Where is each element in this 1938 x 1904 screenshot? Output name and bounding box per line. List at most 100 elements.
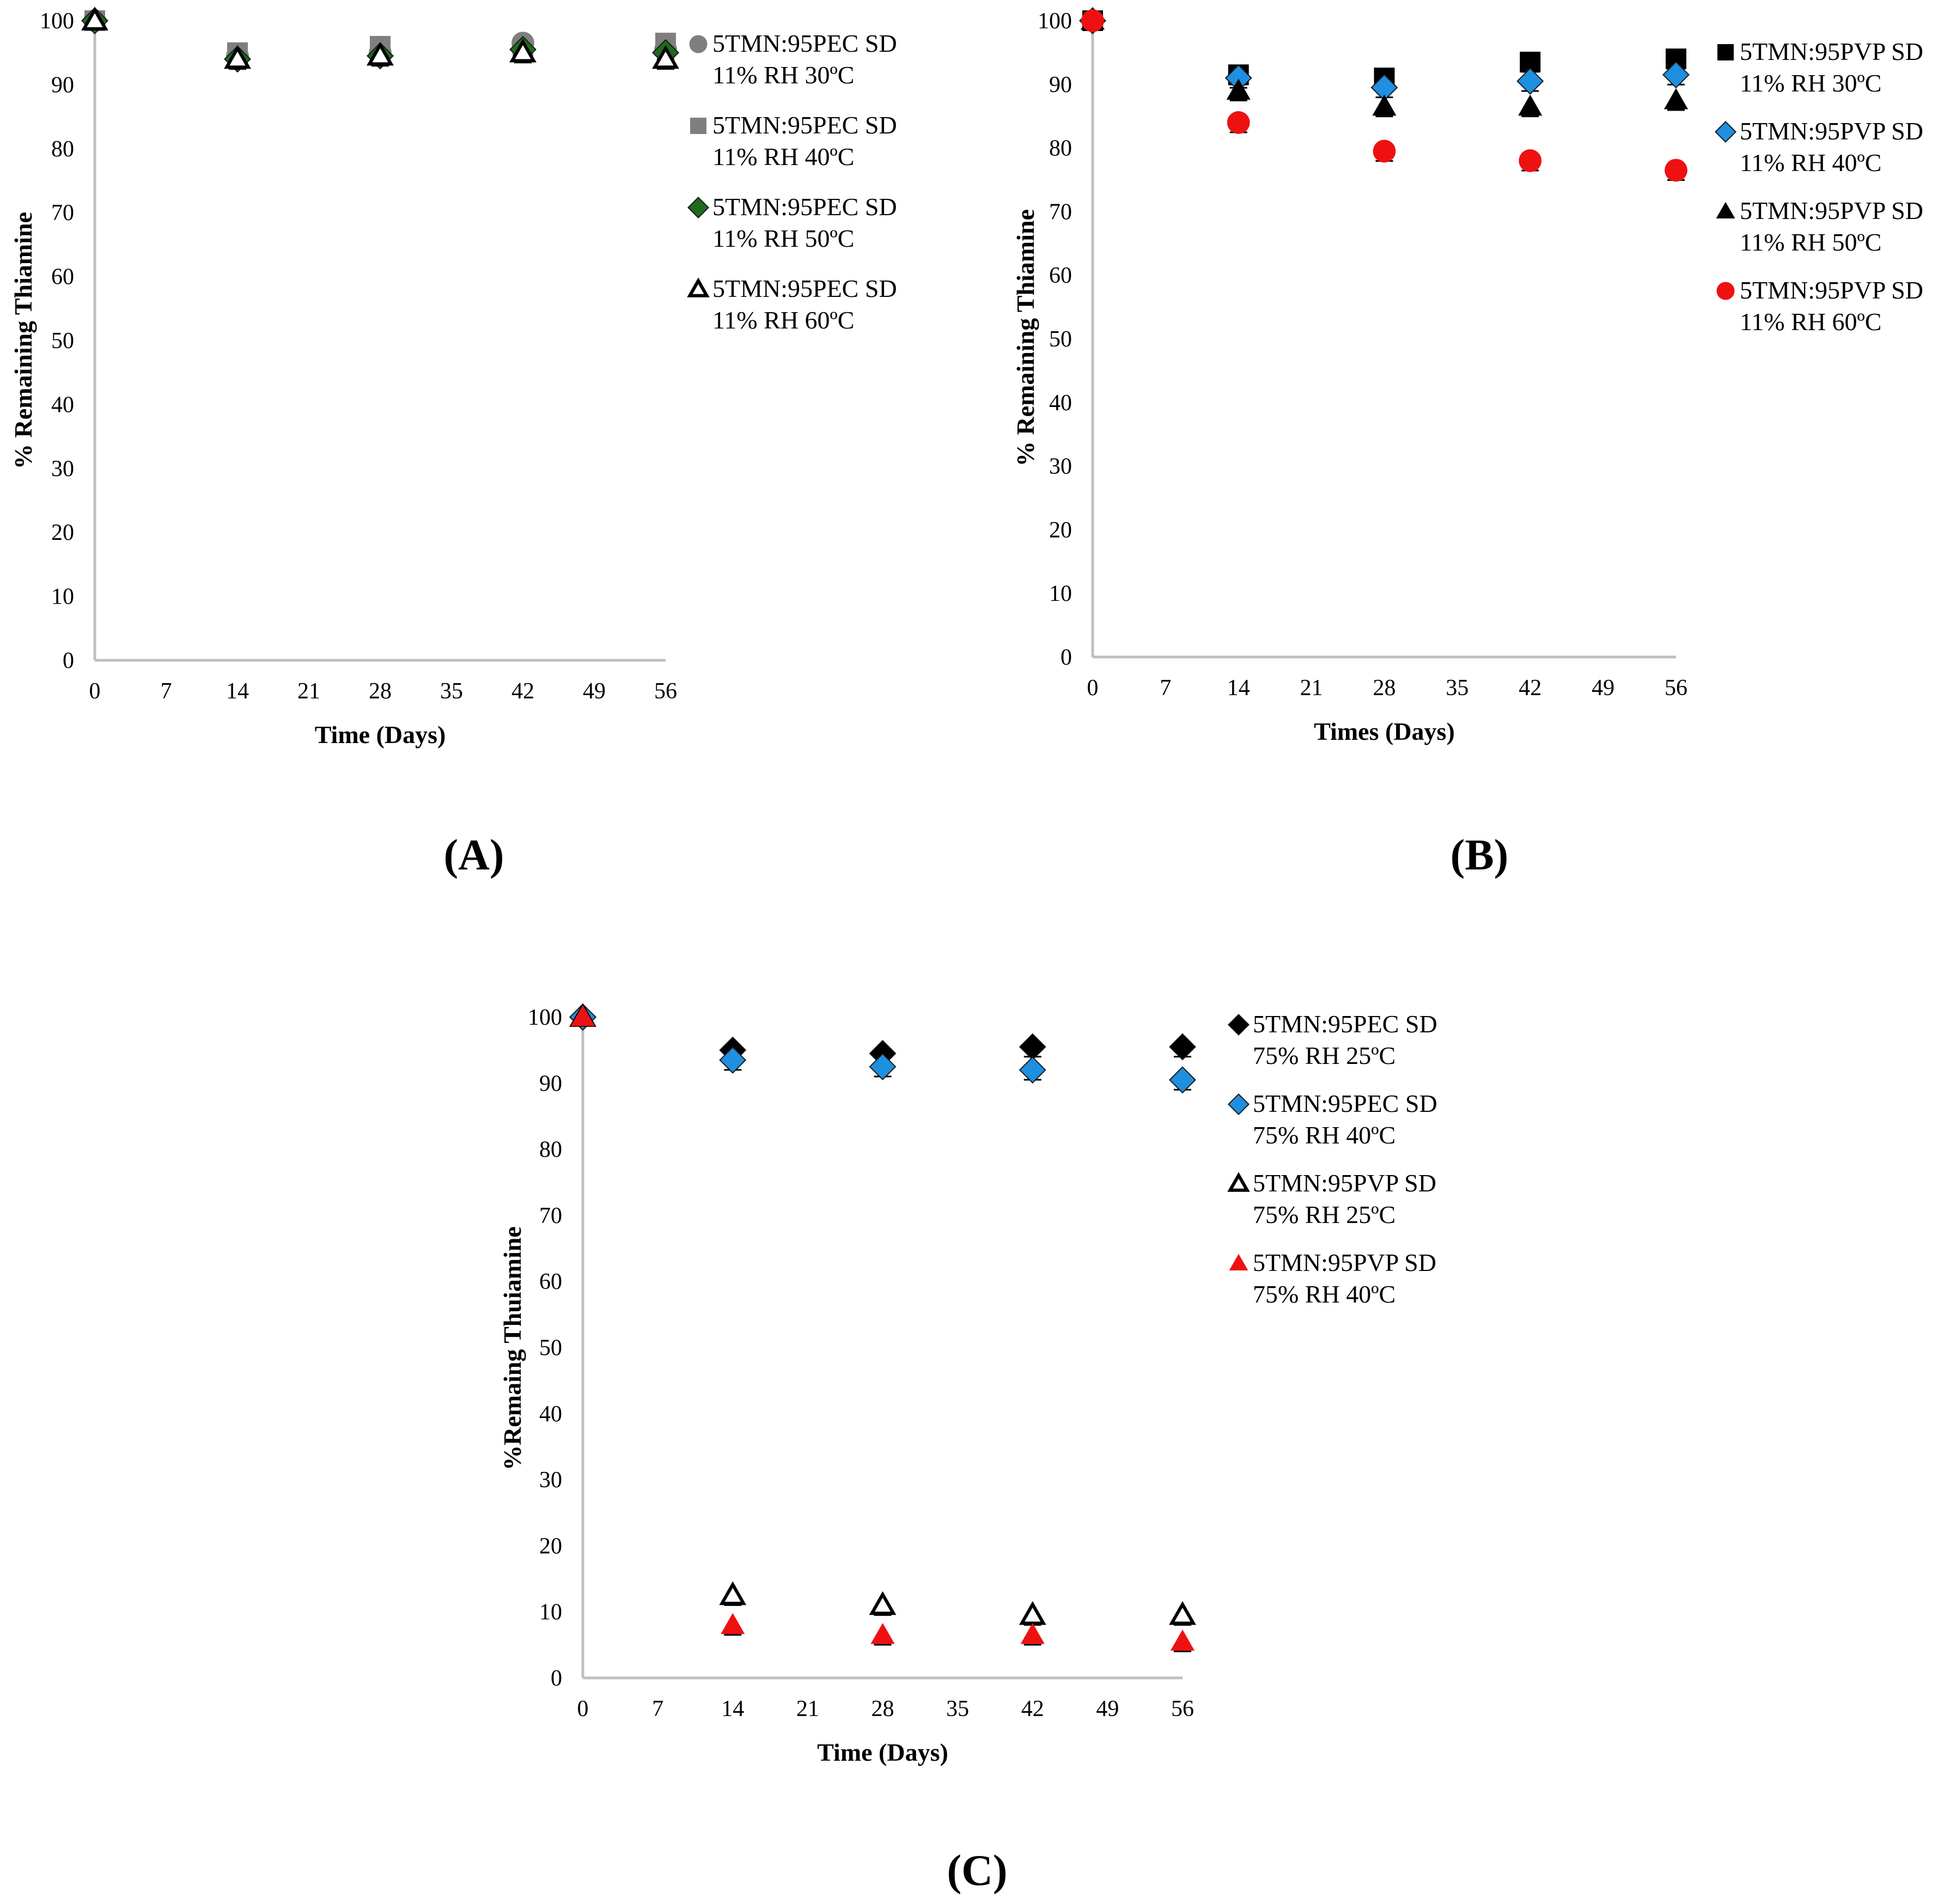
y-tick-label: 10: [1049, 581, 1072, 606]
legend-marker: [1227, 1172, 1250, 1192]
y-tick-label: 60: [51, 265, 74, 290]
data-point: [570, 1005, 595, 1026]
data-point: [1665, 159, 1687, 182]
legend-entry-name: 5TMN:95PEC SD: [712, 29, 897, 57]
x-tick-label: 49: [1096, 1696, 1119, 1721]
series-4: [570, 1005, 1195, 1652]
y-tick-label: 80: [1049, 136, 1072, 161]
panel-label: (C): [947, 1847, 1007, 1895]
x-tick-label: 56: [1665, 676, 1687, 701]
data-point: [1662, 61, 1690, 89]
y-tick-label: 0: [63, 648, 74, 673]
legend-entry-name: 5TMN:95PEC SD: [1253, 1010, 1437, 1038]
y-tick-label: 50: [539, 1336, 562, 1361]
x-tick-label: 42: [1021, 1696, 1044, 1721]
legend-marker: [1717, 44, 1734, 60]
legend-entry-name: 5TMN:95PVP SD: [1740, 197, 1923, 224]
y-tick-label: 40: [1049, 391, 1072, 416]
data-point: [1019, 1056, 1046, 1084]
series-4: [81, 7, 679, 70]
data-point: [869, 1591, 897, 1615]
x-tick-label: 7: [652, 1696, 663, 1721]
legend: 5TMN:95PEC SD 75% RH 25ºC 5TMN:95PEC SD 75%…: [1227, 1010, 1437, 1308]
y-tick-label: 50: [1049, 327, 1072, 352]
legend-entry-name: 5TMN:95PVP SD: [1253, 1169, 1436, 1197]
x-tick-label: 35: [440, 679, 463, 704]
y-tick-label: 0: [551, 1666, 562, 1691]
data-point: [224, 45, 251, 69]
legend-marker: [1716, 202, 1735, 219]
y-axis-title: %Remaing Thuiamine: [498, 1226, 526, 1470]
legend-entry-condition: 11% RH 50ºC: [712, 224, 854, 252]
chart-panel-1: 0 10 20 30 40 50 60 70 80 90 100 0 7 14 21 28 35 42 49 56 Ti…: [9, 7, 897, 879]
legend-marker: [1227, 1093, 1250, 1116]
y-tick-label: 90: [1049, 72, 1072, 98]
series-3: [1080, 8, 1689, 118]
legend-marker: [1229, 1254, 1248, 1271]
legend-entry-name: 5TMN:95PVP SD: [1740, 276, 1923, 304]
data-point: [1019, 1601, 1046, 1625]
x-tick-label: 0: [577, 1696, 589, 1721]
y-tick-label: 10: [539, 1600, 562, 1625]
legend-marker: [689, 35, 708, 53]
legend-entry-name: 5TMN:95PEC SD: [712, 275, 897, 302]
data-point: [1019, 1033, 1046, 1061]
y-tick-label: 80: [51, 137, 74, 162]
x-tick-label: 35: [946, 1696, 969, 1721]
data-point: [1020, 1623, 1045, 1644]
data-point: [719, 1581, 747, 1605]
y-tick-label: 70: [51, 200, 74, 226]
data-point: [1373, 139, 1396, 163]
x-tick-label: 28: [1373, 676, 1396, 701]
legend-entry-name: 5TMN:95PEC SD: [1253, 1090, 1437, 1117]
legend-marker: [687, 277, 710, 297]
x-tick-label: 21: [796, 1696, 819, 1721]
x-tick-label: 42: [511, 679, 534, 704]
y-tick-label: 0: [1061, 645, 1072, 670]
y-axis-title: % Remaining Thiamine: [9, 212, 37, 469]
y-tick-label: 100: [1038, 9, 1072, 34]
data-point: [870, 1623, 895, 1644]
x-tick-label: 42: [1519, 676, 1541, 701]
legend-entry-condition: 75% RH 40ºC: [1253, 1280, 1395, 1308]
y-tick-label: 20: [1049, 518, 1072, 543]
series-4: [1081, 9, 1687, 182]
legend-entry-condition: 11% RH 40ºC: [1740, 149, 1881, 177]
legend-entry-condition: 11% RH 60ºC: [712, 306, 854, 334]
x-tick-label: 21: [297, 679, 320, 704]
x-tick-label: 56: [654, 679, 677, 704]
x-tick-label: 49: [583, 679, 606, 704]
series-2: [1079, 7, 1690, 101]
legend-marker: [1714, 120, 1737, 143]
y-tick-label: 20: [51, 520, 74, 545]
data-point: [721, 1613, 745, 1634]
x-tick-label: 35: [1446, 676, 1468, 701]
legend-entry-name: 5TMN:95PVP SD: [1740, 38, 1923, 65]
y-axis-title: % Remaining Thiamine: [1011, 209, 1039, 466]
y-tick-label: 80: [539, 1137, 562, 1163]
data-point: [1227, 111, 1250, 134]
data-point: [81, 7, 108, 31]
data-point: [1516, 67, 1544, 95]
x-axis-title: Times (Days): [1314, 717, 1455, 745]
data-point: [1518, 94, 1543, 116]
legend-entry-name: 5TMN:95PVP SD: [1740, 117, 1923, 145]
data-point: [1169, 1601, 1196, 1625]
legend-entry-name: 5TMN:95PVP SD: [1253, 1249, 1436, 1276]
panel-label: (B): [1451, 831, 1509, 879]
x-tick-label: 28: [872, 1696, 894, 1721]
legend: 5TMN:95PVP SD 11% RH 30ºC 5TMN:95PVP SD 11%…: [1714, 38, 1923, 336]
x-axis-title: Time (Days): [315, 721, 446, 749]
legend-entry-condition: 75% RH 25ºC: [1253, 1201, 1395, 1228]
y-tick-label: 10: [51, 585, 74, 610]
x-tick-label: 14: [1227, 676, 1250, 701]
data-point: [1170, 1629, 1195, 1651]
legend-entry-condition: 11% RH 40ºC: [712, 143, 854, 171]
y-tick-label: 70: [1049, 199, 1072, 224]
y-tick-label: 90: [51, 72, 74, 98]
x-tick-label: 0: [89, 679, 101, 704]
y-tick-label: 90: [539, 1071, 562, 1096]
x-axis-title: Time (Days): [817, 1738, 948, 1766]
data-point: [367, 41, 394, 66]
x-tick-label: 21: [1300, 676, 1323, 701]
